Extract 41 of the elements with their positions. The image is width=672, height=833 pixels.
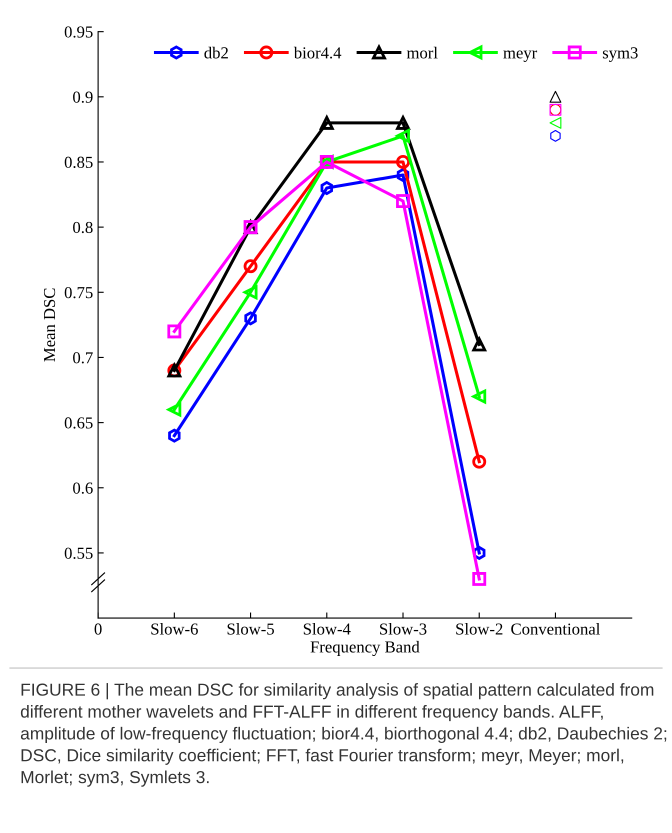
legend-label: db2 [204, 46, 228, 58]
point [244, 285, 258, 300]
point [320, 181, 333, 195]
x-axis-title: Frequency Band [310, 640, 420, 656]
legend-label: meyr [503, 50, 538, 62]
point [550, 130, 561, 142]
point [472, 390, 486, 404]
caption: FIGURE 6 | The mean DSC for similarity analysis of spatial pattern calculated from different mother wavelets and FFT-ALFF in different frequency bands. ALFF, amplitude of low-frequency fluctuation; bior4.4, biorthogonal 4.4; db2, Daubechies 2; DSC, Dice similarity coefficient; FFT, fast Fourier transform; meyr, Meyer; morl, Morlet; sym3, Symlets 3. [20, 683, 666, 787]
x-tick-label: 0 [94, 623, 102, 635]
point [396, 128, 410, 143]
y-axis-title: Mean DSC [44, 288, 56, 362]
y-tick-label: 0.55 [64, 548, 93, 559]
point [168, 428, 181, 443]
point [396, 116, 410, 130]
y-tick-label: 0.7 [73, 352, 93, 364]
y-tick-label: 0.6 [73, 482, 93, 494]
y-tick-label: 0.85 [64, 156, 93, 168]
point [472, 454, 486, 469]
y-tick-label: 0.8 [73, 222, 93, 234]
legend-label: bior4.4 [294, 46, 342, 59]
x-tick-label: Slow-4 [304, 622, 351, 635]
point [396, 194, 410, 208]
point [244, 311, 257, 326]
y-tick-label: 0.9 [73, 92, 93, 103]
legend-label: sym3 [602, 47, 638, 62]
point [396, 155, 410, 169]
y-tick-label: 0.65 [64, 417, 93, 429]
x-tick-label: Slow-5 [228, 622, 274, 635]
point [472, 572, 486, 586]
x-tick-label: Slow-6 [151, 622, 198, 635]
point [167, 402, 182, 417]
x-tick-label: Slow-2 [456, 622, 502, 635]
y-tick-label: 0.75 [64, 286, 93, 298]
y-tick-label: 0.95 [64, 26, 93, 38]
point [244, 259, 258, 274]
x-tick-label: Slow-3 [380, 622, 426, 635]
legend-label: morl [406, 46, 438, 58]
point [167, 324, 182, 338]
point [320, 116, 334, 130]
x-tick-label: Conventional [511, 622, 600, 635]
point [472, 337, 486, 352]
